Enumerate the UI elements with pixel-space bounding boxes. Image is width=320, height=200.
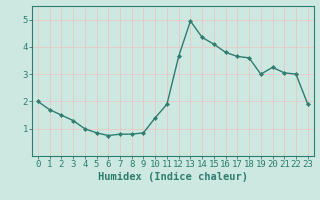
X-axis label: Humidex (Indice chaleur): Humidex (Indice chaleur) — [98, 172, 248, 182]
